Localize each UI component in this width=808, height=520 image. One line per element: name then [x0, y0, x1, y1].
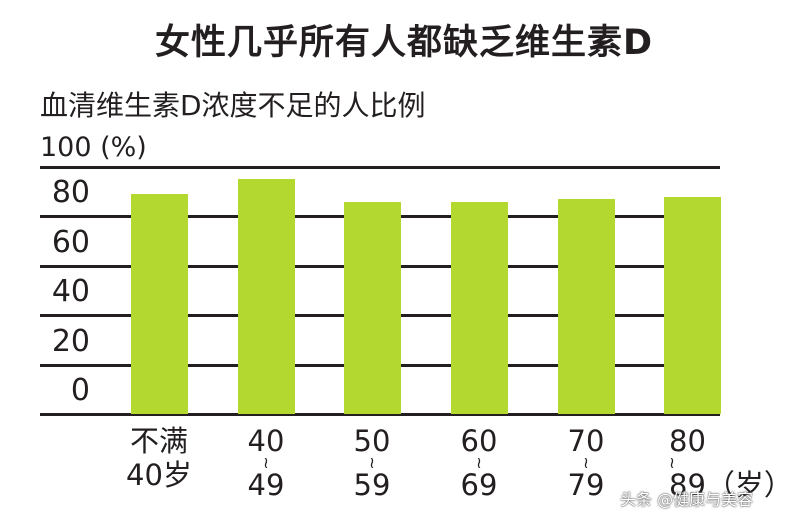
gridline: [40, 413, 720, 416]
x-tick-label: 40 ≀ 49: [247, 424, 285, 502]
y-tick-label: 80: [51, 175, 90, 211]
x-tick-label: 60 ≀ 69: [460, 424, 498, 502]
gridline: [40, 166, 720, 169]
bar: [344, 201, 401, 414]
y-tick-label: 0: [70, 373, 90, 408]
y-tick-label: 60: [51, 224, 90, 260]
x-tick-label: 不满 40岁: [126, 424, 192, 492]
y-axis-unit: 100 (%): [40, 132, 147, 163]
bar: [451, 201, 508, 414]
x-tick-label: 50 ≀ 59: [353, 424, 391, 502]
bar: [131, 194, 188, 414]
y-tick-label: 40: [51, 274, 90, 310]
y-tick-label: 20: [51, 323, 90, 359]
watermark: 头条 @健康与美容: [620, 490, 754, 509]
bar: [664, 196, 721, 414]
bar: [558, 199, 615, 414]
chart-title: 女性几乎所有人都缺乏维生素D: [154, 23, 654, 63]
x-tick-label: 70 ≀ 79: [567, 424, 605, 502]
chart-subtitle: 血清维生素D浓度不足的人比例: [40, 89, 426, 122]
x-tick-label: 80 ≀ 89（岁）: [669, 424, 793, 502]
bar: [238, 179, 295, 414]
